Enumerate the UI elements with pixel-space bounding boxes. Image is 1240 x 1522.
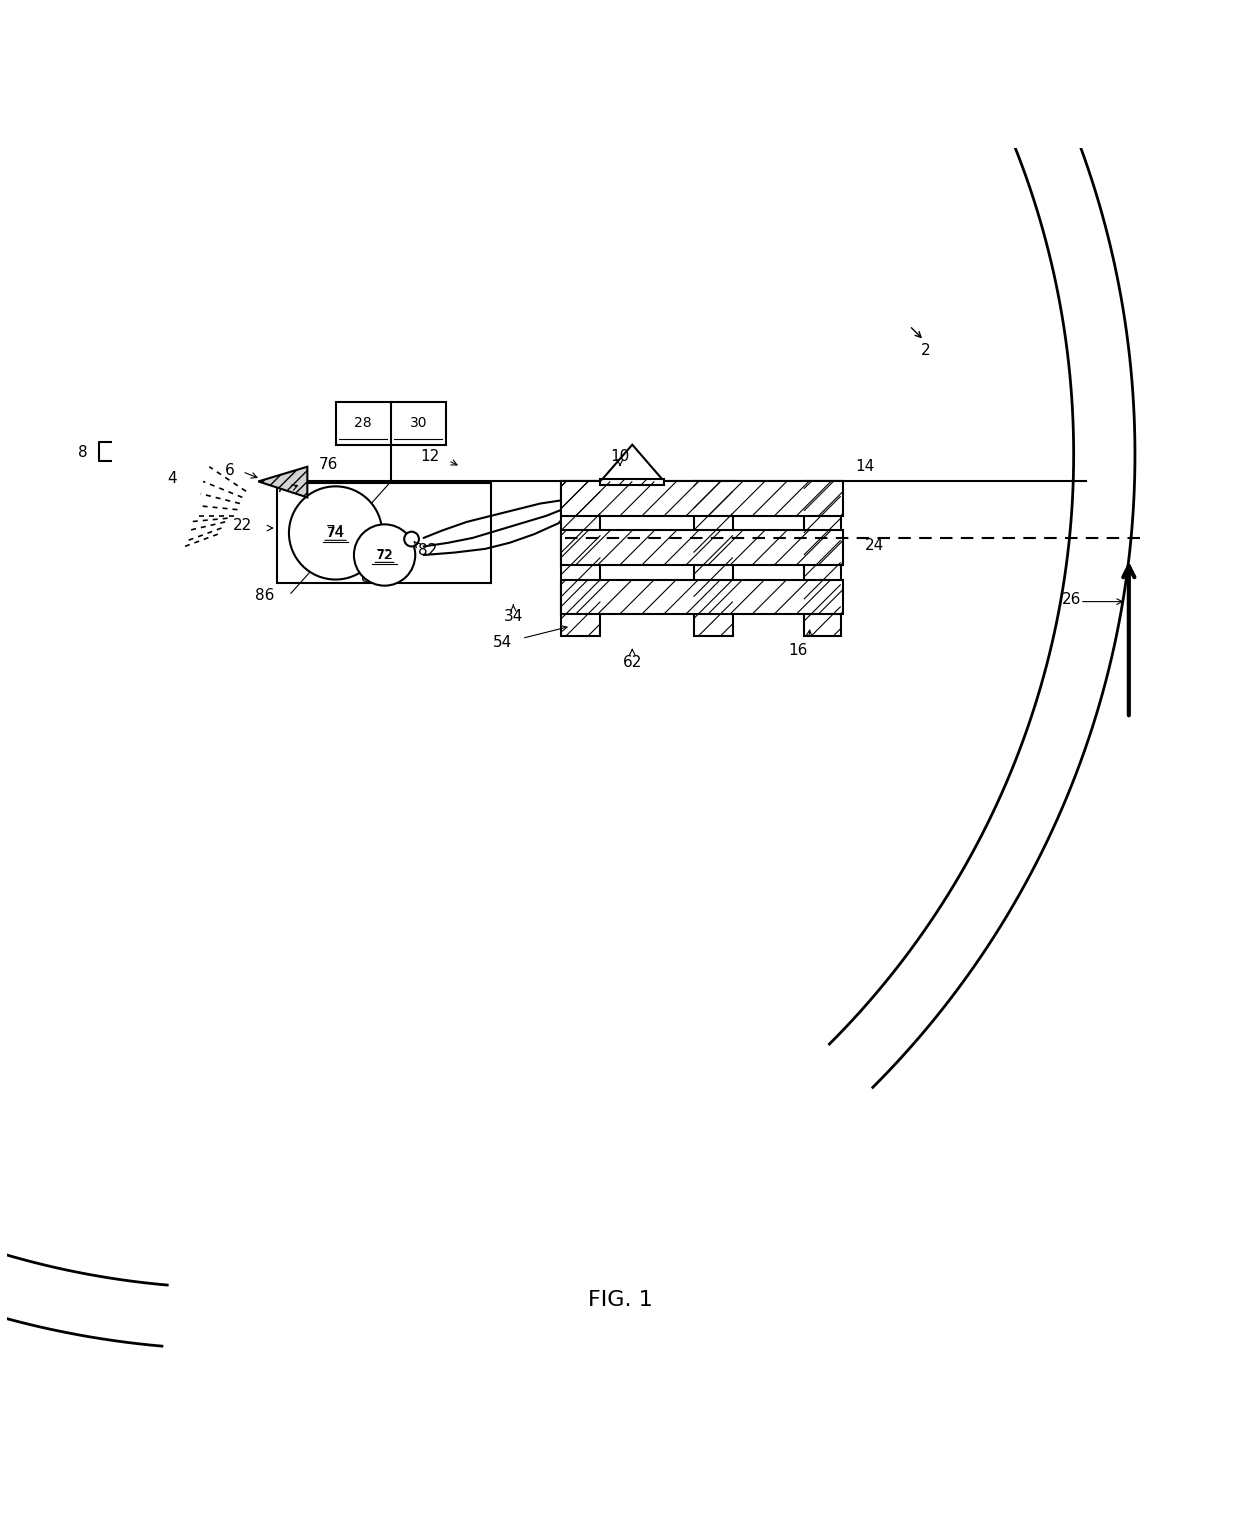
Text: 86: 86 [255,587,274,603]
Text: 72: 72 [376,548,393,562]
Text: 14: 14 [856,460,875,475]
Text: FIG. 1: FIG. 1 [588,1291,652,1310]
Text: 26: 26 [1061,592,1081,607]
Text: 22: 22 [233,517,252,533]
Bar [562,531,843,565]
Text: 2: 2 [920,342,930,358]
Text: 10: 10 [610,449,630,464]
Bar [562,580,843,613]
Bar [562,481,843,516]
Text: 24: 24 [866,537,884,552]
Text: 34: 34 [503,609,523,624]
Text: 74: 74 [326,525,345,540]
Text: 72: 72 [377,548,393,562]
Text: 12: 12 [420,449,439,464]
Text: 78: 78 [275,479,295,495]
Text: 76: 76 [319,457,337,472]
Text: 84: 84 [362,569,381,584]
Bar [277,482,491,583]
Text: 30: 30 [409,416,427,431]
Polygon shape [258,467,308,498]
Bar [336,402,446,444]
Bar [562,481,600,636]
Text: 82: 82 [418,543,436,557]
Text: 54: 54 [492,635,512,650]
Bar [600,479,665,486]
Text: 62: 62 [622,656,642,670]
Text: 6: 6 [226,463,234,478]
Text: 4: 4 [167,472,177,487]
Circle shape [353,525,415,586]
Text: 74: 74 [327,527,345,540]
Text: 28: 28 [355,416,372,431]
Text: 8: 8 [78,444,88,460]
Bar [693,481,733,636]
Circle shape [404,531,419,546]
Circle shape [289,487,382,580]
Bar [804,481,841,636]
Text: 16: 16 [789,644,807,658]
